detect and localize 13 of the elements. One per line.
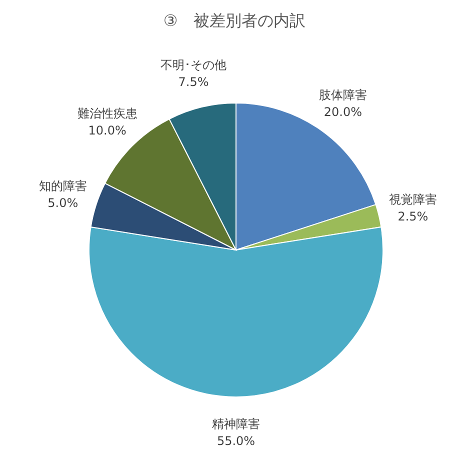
chart-title: ③ 被差別者の内訳 xyxy=(163,11,306,30)
slice-label: 精神障害 xyxy=(212,417,260,431)
data-label: 20.0% xyxy=(324,104,362,119)
slice-label: 視覚障害 xyxy=(388,192,437,207)
slice-label: 不明･その他 xyxy=(160,58,227,72)
slice-label: 肢体障害 xyxy=(318,88,367,102)
slice-label: 知的障害 xyxy=(38,178,87,193)
data-label: 7.5% xyxy=(178,75,209,90)
data-label: 10.0% xyxy=(88,123,126,138)
slice-label: 難治性疾患 xyxy=(77,106,138,120)
data-label: 55.0% xyxy=(216,434,256,448)
data-label: 5.0% xyxy=(48,196,78,210)
data-label: 2.5% xyxy=(398,210,428,224)
